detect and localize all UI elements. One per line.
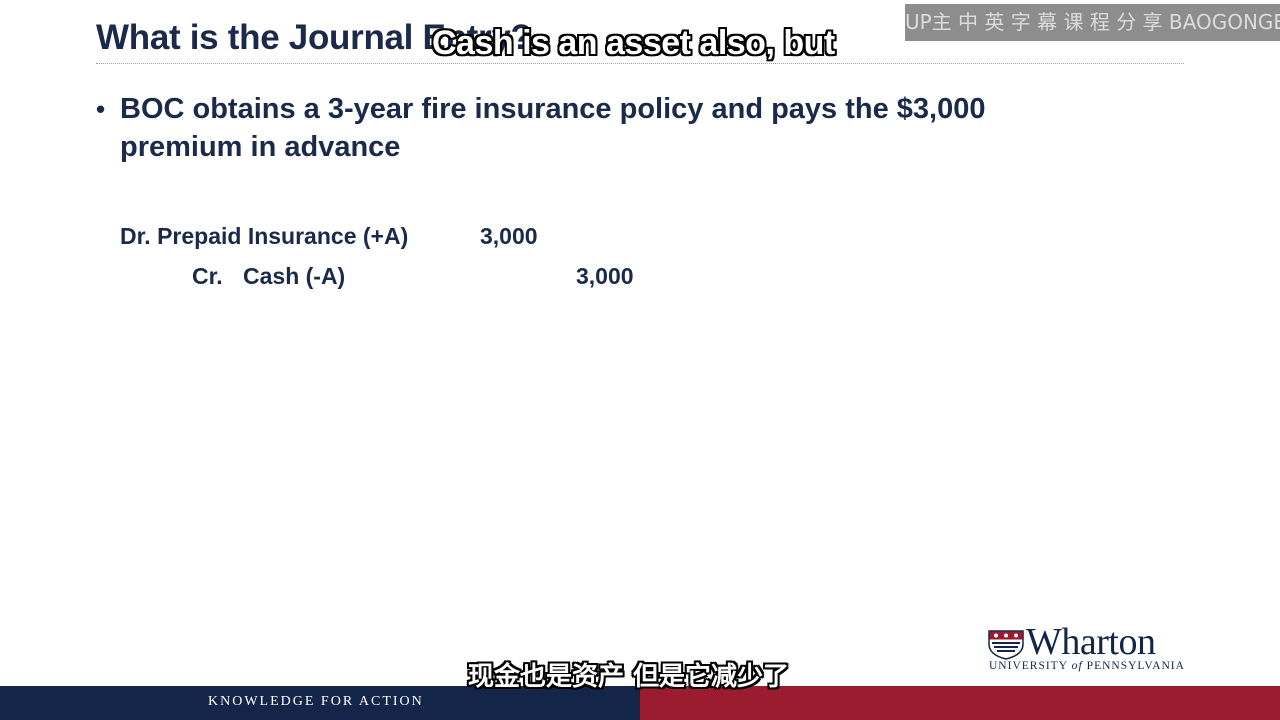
wharton-logo: Wharton UNIVERSITY of PENNSYLVANIA	[988, 621, 1198, 674]
wharton-wordmark: Wharton	[1026, 621, 1156, 663]
debit-amount: 3,000	[480, 223, 538, 249]
credit-prefix: Cr.	[192, 263, 223, 289]
footer-red-bar	[640, 686, 1280, 720]
bullet-item: • BOC obtains a 3-year fire insurance po…	[96, 90, 1096, 166]
credit-label: Cash (-A)	[243, 263, 346, 289]
subtitle-english: Cash is an asset also, but	[432, 24, 835, 62]
watermark-banner: UP主 中 英 字 幕 课 程 分 享 BAOGONGEE.com	[905, 4, 1280, 41]
debit-label: Dr. Prepaid Insurance (+A)	[120, 223, 409, 249]
title-divider	[96, 63, 1184, 64]
bullet-list: • BOC obtains a 3-year fire insurance po…	[96, 90, 1096, 166]
penn-shield-icon	[988, 630, 1024, 660]
university-name: UNIVERSITY of PENNSYLVANIA	[989, 658, 1185, 672]
bullet-dot-icon: •	[96, 94, 106, 124]
footer-tagline: KNOWLEDGE FOR ACTION	[208, 694, 424, 709]
credit-amount: 3,000	[576, 263, 634, 289]
bullet-text: BOC obtains a 3-year fire insurance poli…	[120, 93, 986, 163]
slide-title: What is the Journal Entry?	[96, 18, 532, 57]
footer-navy-bar	[0, 686, 640, 720]
subtitle-chinese: 现金也是资产 但是它减少了	[468, 662, 790, 692]
